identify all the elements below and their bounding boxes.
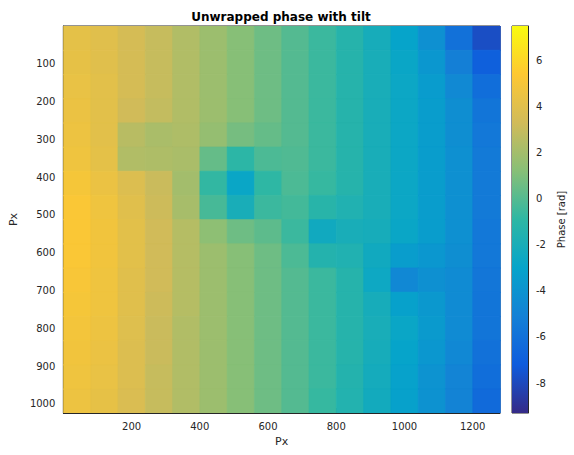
svg-text:0: 0 bbox=[536, 193, 542, 204]
svg-text:4: 4 bbox=[536, 101, 542, 112]
svg-text:600: 600 bbox=[36, 247, 55, 258]
svg-text:600: 600 bbox=[258, 421, 277, 432]
svg-text:900: 900 bbox=[36, 361, 55, 372]
svg-text:6: 6 bbox=[536, 55, 542, 66]
svg-text:1000: 1000 bbox=[392, 421, 417, 432]
svg-text:-6: -6 bbox=[536, 331, 546, 342]
svg-text:-8: -8 bbox=[536, 378, 546, 389]
svg-text:100: 100 bbox=[36, 58, 55, 69]
svg-text:200: 200 bbox=[36, 96, 55, 107]
svg-text:-2: -2 bbox=[536, 239, 546, 250]
svg-text:300: 300 bbox=[36, 134, 55, 145]
svg-text:400: 400 bbox=[190, 421, 209, 432]
svg-text:Phase [rad]: Phase [rad] bbox=[556, 191, 567, 249]
svg-text:1200: 1200 bbox=[460, 421, 485, 432]
svg-text:Px: Px bbox=[7, 212, 20, 226]
svg-text:Unwrapped phase with tilt: Unwrapped phase with tilt bbox=[191, 10, 371, 24]
svg-text:-4: -4 bbox=[536, 285, 546, 296]
svg-text:700: 700 bbox=[36, 285, 55, 296]
svg-text:800: 800 bbox=[327, 421, 346, 432]
svg-text:800: 800 bbox=[36, 323, 55, 334]
svg-text:400: 400 bbox=[36, 172, 55, 183]
svg-text:1000: 1000 bbox=[30, 398, 55, 409]
svg-text:500: 500 bbox=[36, 209, 55, 220]
svg-text:200: 200 bbox=[122, 421, 141, 432]
svg-text:Px: Px bbox=[275, 435, 289, 448]
svg-text:2: 2 bbox=[536, 147, 542, 158]
